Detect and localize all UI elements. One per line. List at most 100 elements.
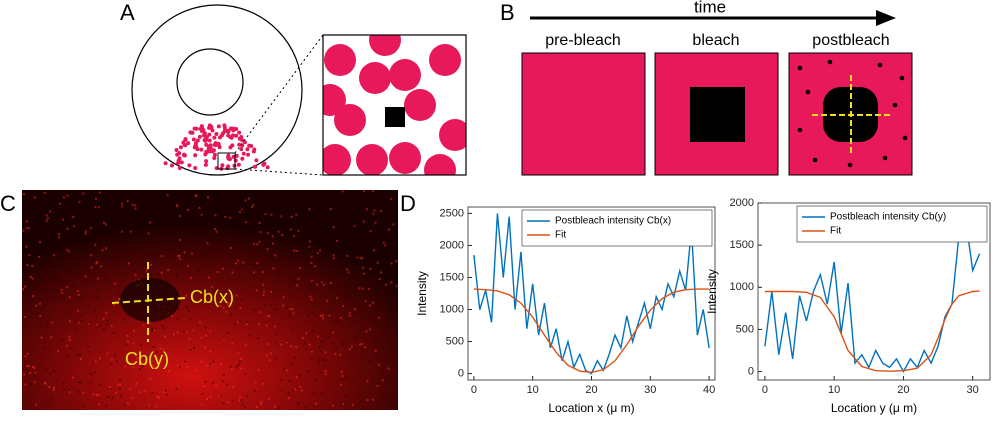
- speck: [324, 369, 327, 372]
- speck: [141, 196, 144, 199]
- speck: [319, 314, 322, 317]
- speck: [249, 219, 252, 222]
- speck: [230, 365, 233, 368]
- speck: [251, 206, 254, 209]
- speck: [194, 369, 197, 372]
- speck: [97, 206, 100, 209]
- speck: [84, 275, 87, 278]
- speck: [273, 246, 276, 249]
- speck: [227, 302, 230, 305]
- speck: [217, 238, 220, 241]
- speck: [262, 283, 265, 286]
- speck: [112, 303, 115, 306]
- speck: [43, 288, 46, 291]
- dot: [797, 127, 803, 133]
- speck: [48, 385, 51, 388]
- speck: [77, 309, 80, 312]
- speck: [175, 204, 178, 207]
- speck: [343, 401, 346, 404]
- speck: [351, 345, 354, 348]
- speck: [289, 307, 292, 310]
- speck: [229, 246, 232, 249]
- speck: [332, 299, 335, 302]
- droplet: [228, 145, 233, 150]
- speck: [319, 371, 322, 374]
- speck: [68, 391, 71, 394]
- speck: [277, 230, 280, 233]
- speck: [240, 399, 243, 402]
- speck: [130, 262, 133, 265]
- droplet: [191, 137, 196, 142]
- speck: [22, 288, 25, 291]
- speck: [46, 276, 49, 279]
- speck: [204, 279, 207, 282]
- speck: [53, 281, 56, 284]
- speck: [220, 244, 223, 247]
- legend-box: [521, 209, 713, 247]
- droplet: [245, 147, 250, 152]
- speck: [146, 200, 149, 203]
- speck: [25, 245, 28, 248]
- speck: [358, 332, 361, 335]
- speck: [316, 233, 319, 236]
- speck: [214, 222, 217, 225]
- speck: [331, 342, 334, 345]
- speck: [109, 258, 112, 261]
- speck: [33, 373, 36, 376]
- speck: [39, 355, 42, 358]
- speck: [124, 343, 127, 346]
- speck: [177, 308, 180, 311]
- speck: [53, 254, 56, 257]
- speck: [280, 215, 283, 218]
- speck: [381, 368, 384, 371]
- speck: [160, 271, 163, 274]
- speck: [31, 366, 34, 369]
- speck: [147, 232, 150, 235]
- speck: [79, 357, 82, 360]
- speck: [128, 262, 131, 265]
- speck: [144, 212, 147, 215]
- speck: [382, 241, 385, 244]
- speck: [76, 235, 79, 238]
- speck: [322, 283, 325, 286]
- speck: [49, 210, 52, 213]
- speck: [178, 366, 181, 369]
- speck: [185, 331, 188, 334]
- speck: [261, 271, 264, 274]
- speck: [65, 344, 68, 347]
- speck: [33, 366, 36, 369]
- speck: [77, 274, 80, 277]
- speck: [296, 224, 299, 227]
- speck: [98, 383, 101, 386]
- speck: [224, 216, 227, 219]
- speck: [24, 232, 27, 235]
- droplet: [389, 59, 421, 91]
- speck: [104, 278, 107, 281]
- speck: [250, 263, 253, 266]
- speck: [95, 291, 98, 294]
- speck: [356, 239, 359, 242]
- speck: [95, 261, 98, 264]
- speck: [109, 387, 112, 390]
- speck: [230, 206, 233, 209]
- speck: [57, 350, 60, 353]
- speck: [199, 301, 202, 304]
- speck: [388, 377, 391, 380]
- speck: [259, 311, 262, 314]
- speck: [41, 266, 44, 269]
- speck: [299, 266, 302, 269]
- speck: [395, 260, 398, 263]
- speck: [170, 242, 173, 245]
- speck: [263, 304, 266, 307]
- speck: [45, 214, 48, 217]
- speck: [176, 364, 179, 367]
- speck: [97, 394, 100, 397]
- speck: [214, 227, 217, 230]
- speck: [67, 260, 70, 263]
- speck: [241, 210, 244, 213]
- speck: [55, 256, 58, 259]
- speck: [149, 233, 152, 236]
- speck: [252, 271, 255, 274]
- speck: [105, 311, 108, 314]
- speck: [177, 255, 180, 258]
